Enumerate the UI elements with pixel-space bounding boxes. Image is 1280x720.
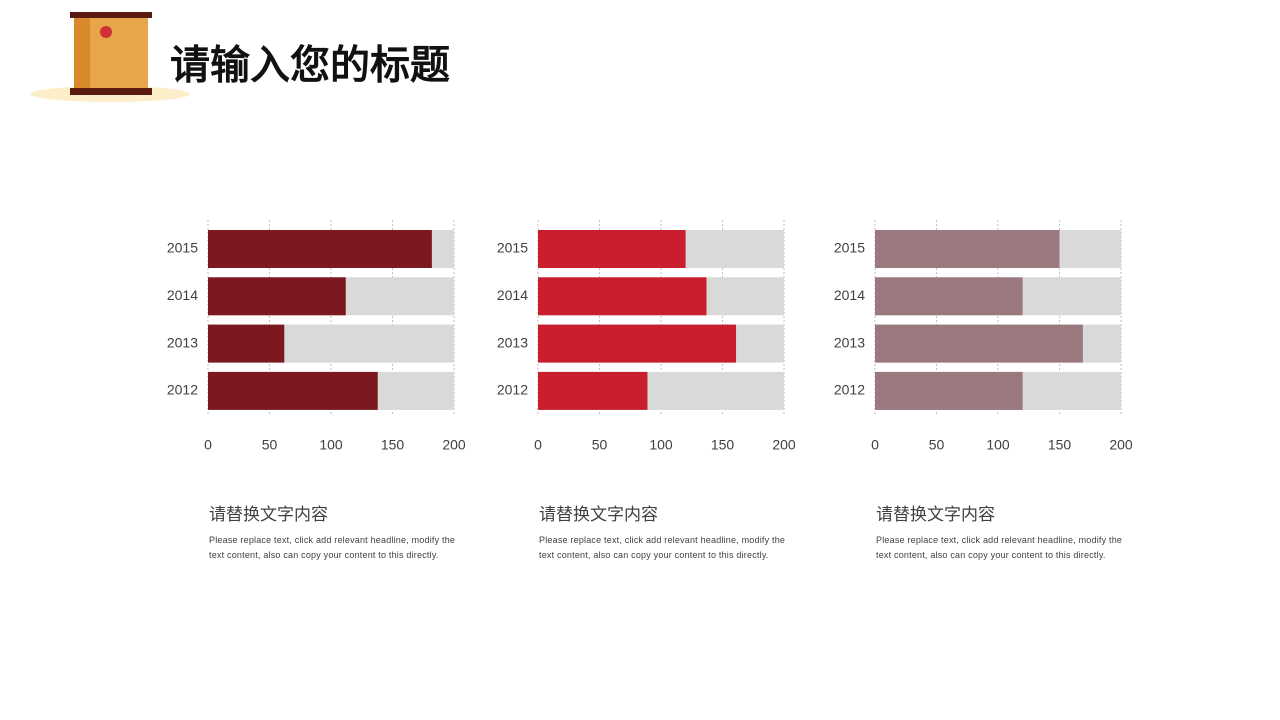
x-tick-label: 50 bbox=[262, 437, 278, 453]
bar bbox=[538, 230, 686, 268]
bar bbox=[875, 230, 1060, 268]
x-tick-label: 150 bbox=[1048, 437, 1072, 453]
bar bbox=[208, 324, 285, 363]
y-tick-label: 2013 bbox=[497, 334, 528, 350]
bar bbox=[875, 371, 1023, 410]
y-tick-label: 2012 bbox=[834, 382, 865, 398]
caption-text: Please replace text, click add relevant … bbox=[539, 535, 786, 560]
bar bbox=[208, 371, 378, 410]
bar bbox=[208, 230, 432, 268]
caption-text: Please replace text, click add relevant … bbox=[876, 535, 1123, 560]
y-tick-label: 2012 bbox=[497, 382, 528, 398]
y-tick-label: 2012 bbox=[167, 382, 198, 398]
y-tick-label: 2015 bbox=[834, 240, 865, 256]
lantern-icon bbox=[70, 12, 152, 95]
x-tick-label: 100 bbox=[986, 437, 1010, 453]
bar bbox=[875, 277, 1023, 316]
x-tick-label: 150 bbox=[711, 437, 735, 453]
caption-heading: 请替换文字内容 bbox=[876, 505, 995, 524]
y-tick-label: 2015 bbox=[497, 240, 528, 256]
caption-heading: 请替换文字内容 bbox=[539, 505, 658, 524]
x-tick-label: 50 bbox=[592, 437, 608, 453]
x-tick-label: 0 bbox=[204, 437, 212, 453]
caption-text: Please replace text, click add relevant … bbox=[209, 535, 456, 560]
x-tick-label: 100 bbox=[649, 437, 673, 453]
x-tick-label: 200 bbox=[442, 437, 466, 453]
x-tick-label: 0 bbox=[534, 437, 542, 453]
bar bbox=[538, 277, 707, 316]
caption: 请替换文字内容 Please replace text, click add re… bbox=[209, 503, 459, 562]
bar bbox=[875, 324, 1083, 363]
x-tick-label: 0 bbox=[871, 437, 879, 453]
y-tick-label: 2014 bbox=[497, 287, 528, 303]
bar bbox=[208, 277, 346, 316]
x-tick-label: 200 bbox=[1109, 437, 1133, 453]
x-tick-label: 150 bbox=[381, 437, 405, 453]
x-tick-label: 200 bbox=[772, 437, 796, 453]
y-tick-label: 2013 bbox=[167, 334, 198, 350]
y-tick-label: 2014 bbox=[167, 287, 198, 303]
x-tick-label: 50 bbox=[929, 437, 945, 453]
y-tick-label: 2013 bbox=[834, 334, 865, 350]
caption: 请替换文字内容 Please replace text, click add re… bbox=[539, 503, 789, 562]
y-tick-label: 2014 bbox=[834, 287, 865, 303]
caption-heading: 请替换文字内容 bbox=[209, 505, 328, 524]
y-tick-label: 2015 bbox=[167, 240, 198, 256]
slide-title: 请输入您的标题 bbox=[170, 44, 450, 88]
bar bbox=[538, 371, 648, 410]
bar bbox=[538, 324, 737, 363]
x-tick-label: 100 bbox=[319, 437, 343, 453]
caption: 请替换文字内容 Please replace text, click add re… bbox=[876, 503, 1126, 562]
